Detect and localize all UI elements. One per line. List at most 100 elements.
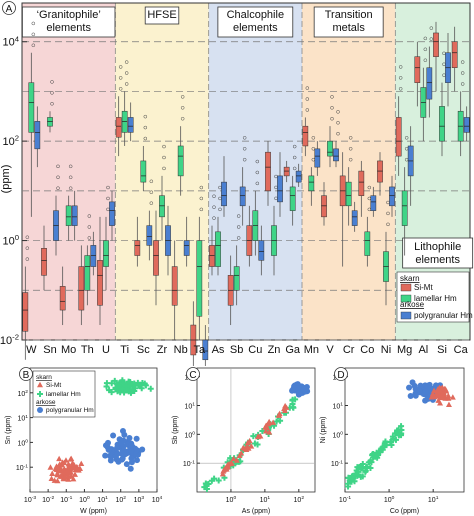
point-cross (382, 438, 389, 445)
element-label-Cr: Cr (343, 344, 355, 356)
box-Ti-si_mt (115, 117, 122, 138)
point-circle (407, 393, 414, 400)
point-cross (355, 468, 362, 475)
point-cross (367, 464, 374, 471)
box-Co-si_mt (358, 170, 365, 196)
point-cross (250, 433, 257, 440)
point-circle (118, 439, 125, 446)
panel-B-y-tick-1-exp: 0 (25, 439, 28, 445)
outlier (212, 216, 216, 220)
point-circle (412, 391, 419, 398)
panel-D-y-tick-1-base: 10 (332, 432, 340, 439)
point-circle (128, 455, 135, 462)
point-cross (103, 383, 110, 390)
outlier (124, 82, 129, 86)
element-label-Sb: Sb (230, 344, 243, 356)
point-cross (372, 453, 379, 460)
panel-C-y-tick-1-base: 10 (184, 432, 192, 439)
point-cross (375, 451, 382, 458)
point-circle (37, 407, 43, 413)
y-tick-label-1-exp: 0 (15, 233, 19, 242)
outlier (199, 196, 204, 201)
element-label-Mn: Mn (304, 344, 319, 356)
outlier (212, 194, 216, 199)
point-circle (134, 447, 141, 454)
outlier (87, 214, 92, 218)
point-triangle (224, 462, 231, 468)
outlier (199, 207, 204, 212)
panel-C-y-tick-2-exp: 1 (192, 402, 195, 408)
outlier (386, 222, 390, 227)
outlier (50, 91, 54, 95)
outlier (386, 211, 390, 216)
box-Zr-si_mt (153, 240, 159, 276)
outlier (460, 82, 465, 86)
y-tick-label-0: 10-2 (0, 333, 19, 347)
box-Mo-polygranular_hm (71, 205, 78, 226)
outlier (336, 121, 340, 125)
panel-a-badge (2, 1, 16, 15)
box-Ga-si_mt (283, 166, 290, 177)
group-background-1 (115, 3, 209, 340)
panel-B-x-tick-7-base: 10 (152, 497, 160, 504)
box-As-polygranular_hm (221, 181, 227, 207)
outlier (87, 236, 92, 240)
outlier (423, 58, 428, 63)
y-axis-label: (ppm) (0, 165, 12, 194)
point-cross (121, 389, 128, 396)
box-Nb-si_mt (171, 266, 178, 306)
panel-B-x-tick-1-exp: -2 (50, 495, 55, 501)
point-cross (121, 381, 128, 388)
element-label-Ca: Ca (454, 344, 469, 356)
outlier (149, 190, 154, 194)
box-Ni-polygranular_hm (389, 186, 395, 207)
point-cross (227, 455, 234, 462)
point-cross (286, 404, 293, 411)
point-cross (351, 478, 358, 485)
panel-B-y-tick-0-base: 10 (16, 465, 24, 472)
outlier (212, 205, 216, 209)
point-triangle (55, 467, 62, 474)
outlier (149, 201, 154, 205)
point-cross (363, 464, 370, 471)
point-cross (377, 449, 384, 456)
point-circle (411, 382, 418, 389)
panel-C-x-tick-1-base: 10 (260, 497, 268, 504)
point-triangle (262, 428, 269, 434)
outlier (305, 86, 310, 90)
outlier (162, 166, 166, 171)
legend-a-entry-2: polygranular Hm (414, 311, 473, 320)
point-cross (254, 441, 261, 448)
point-cross (365, 459, 372, 466)
outlier (305, 108, 310, 112)
outlier (143, 125, 148, 130)
panel-D-y-tick-0: 10-1 (331, 459, 343, 468)
point-cross (358, 464, 365, 471)
box-Cr-lamellar_hm (345, 181, 352, 207)
element-label-U: U (102, 344, 110, 356)
outlier (31, 43, 36, 48)
panel-B-x-tick-7-exp: 4 (160, 495, 163, 501)
element-label-As: As (212, 344, 225, 356)
outlier (460, 71, 465, 75)
element-label-W: W (26, 344, 37, 356)
point-triangle (248, 443, 255, 449)
point-circle (107, 457, 114, 464)
point-cross (379, 446, 386, 453)
box-Mo-lamellar_hm (65, 205, 72, 226)
point-circle (114, 450, 121, 457)
outlier (180, 95, 185, 99)
group-label-2-line-0: Chalcophile (227, 9, 284, 21)
outlier (348, 136, 353, 140)
panel-C-x-tick-0-base: 10 (226, 497, 234, 504)
point-triangle (61, 459, 68, 466)
y-tick-label-2-exp: 2 (15, 134, 19, 143)
box-V-polygranular_hm (333, 148, 339, 162)
box-Ga-lamellar_hm (289, 186, 296, 211)
point-cross (108, 389, 115, 396)
y-tick-label-1-base: 10 (2, 236, 14, 248)
point-triangle (56, 455, 63, 462)
point-circle (295, 384, 302, 391)
outlier (25, 257, 30, 261)
point-cross (378, 445, 385, 452)
